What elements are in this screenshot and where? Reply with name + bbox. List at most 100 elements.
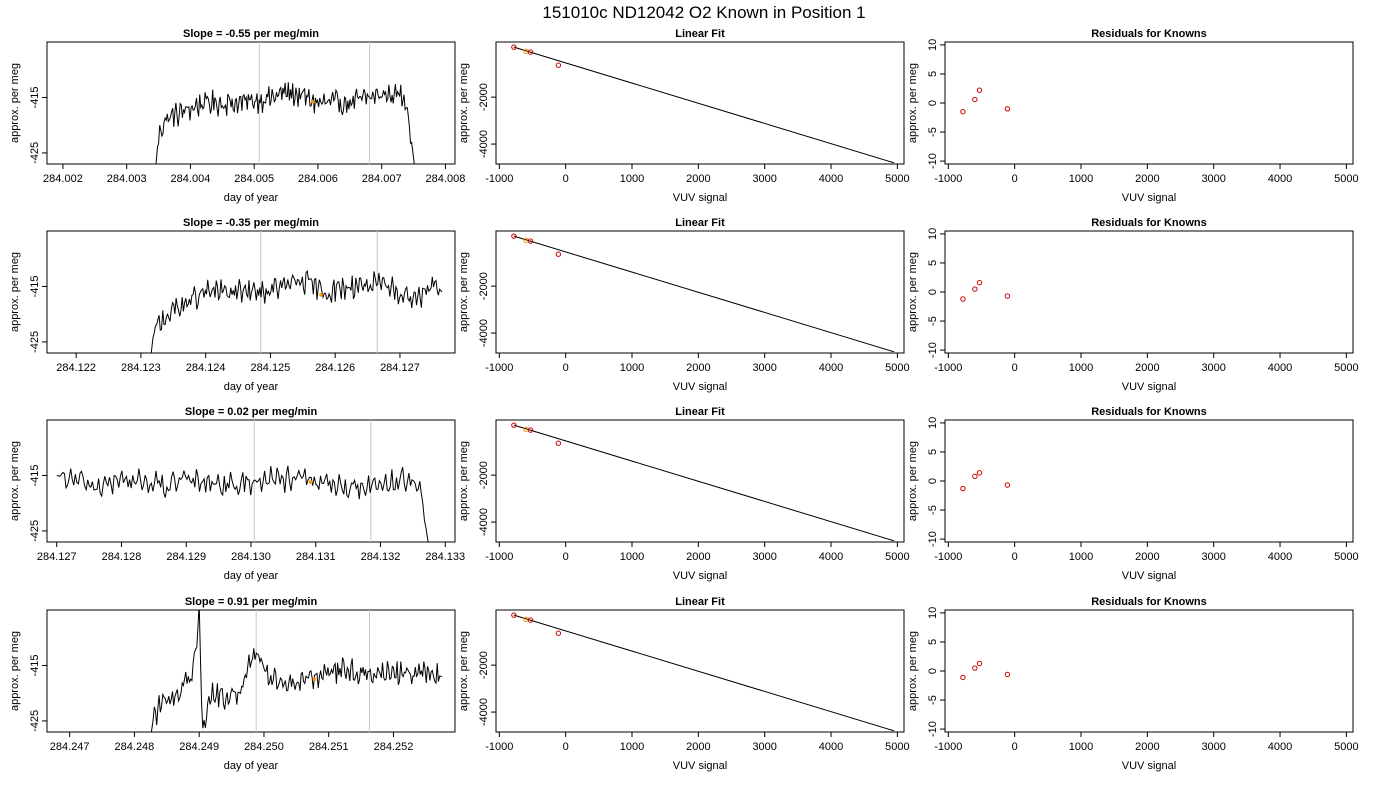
y-tick-label: -2000 xyxy=(478,651,490,679)
x-tick-label: 5000 xyxy=(885,173,909,185)
panel-grid: Slope = -0.55 per meg/min 284.002 284.003 2… xyxy=(9,28,1359,772)
plot-frame xyxy=(495,609,905,733)
known-point xyxy=(972,665,978,671)
panel-title: Linear Fit xyxy=(675,596,725,608)
y-tick-label: -425 xyxy=(29,331,41,353)
chart-panel: Linear Fit -1000 0 1000 2000 3000 4000 5000 -400… xyxy=(458,217,910,393)
x-tick-label: 5000 xyxy=(1334,551,1358,563)
x-tick-label: 5000 xyxy=(885,551,909,563)
known-point xyxy=(527,617,534,623)
x-tick-label: -1000 xyxy=(485,173,513,185)
y-axis-label: approx. per meg xyxy=(9,252,21,332)
plot-area xyxy=(960,660,1011,681)
x-tick-label: 284.130 xyxy=(231,551,271,563)
plot-frame xyxy=(46,230,456,354)
panel-title: Linear Fit xyxy=(675,217,725,229)
y-tick-label: 0 xyxy=(927,289,939,295)
x-tick-label: 284.249 xyxy=(179,741,219,753)
plot-area xyxy=(150,231,443,353)
known-point xyxy=(555,440,562,446)
x-tick-label: 3000 xyxy=(1201,551,1225,563)
x-tick-label: -1000 xyxy=(934,551,962,563)
y-axis-label: approx. per meg xyxy=(907,252,919,332)
x-tick-label: 284.122 xyxy=(56,362,96,374)
x-tick-label: 284.128 xyxy=(102,551,142,563)
x-tick-label: 284.006 xyxy=(298,173,338,185)
y-tick-label: -425 xyxy=(29,520,41,542)
y-tick-label: 10 xyxy=(927,39,939,51)
y-tick-label: 0 xyxy=(927,668,939,674)
plot-area xyxy=(150,610,443,732)
y-axis-label: approx. per meg xyxy=(458,441,470,521)
x-tick-label: 1000 xyxy=(1069,173,1093,185)
known-point xyxy=(972,96,978,103)
y-tick-label: 10 xyxy=(927,607,939,619)
x-tick-label: 0 xyxy=(1012,741,1018,753)
x-tick-label: 3000 xyxy=(752,173,776,185)
x-axis-label: VUV signal xyxy=(673,381,727,393)
x-tick-label: 4000 xyxy=(819,741,843,753)
x-tick-label: 1000 xyxy=(620,551,644,563)
fit-line xyxy=(513,614,895,732)
x-axis-label: VUV signal xyxy=(673,192,727,204)
chart-panel: Residuals for Knowns -1000 0 1000 2000 3000 40… xyxy=(907,406,1359,582)
x-tick-label: 5000 xyxy=(1334,741,1358,753)
y-tick-label: 0 xyxy=(927,478,939,484)
x-tick-label: 2000 xyxy=(1135,362,1159,374)
known-point xyxy=(1004,482,1011,488)
x-tick-label: 1000 xyxy=(620,173,644,185)
time-series-line xyxy=(56,465,429,542)
panel-title: Slope = -0.35 per meg/min xyxy=(183,217,319,229)
known-point xyxy=(527,427,534,433)
y-tick-label: 10 xyxy=(927,228,939,240)
x-axis-label: day of year xyxy=(224,760,279,772)
known-point xyxy=(976,660,983,667)
x-tick-label: 284.131 xyxy=(296,551,336,563)
y-axis-label: approx. per meg xyxy=(458,631,470,711)
y-tick-label: -5 xyxy=(927,316,939,326)
x-tick-label: 4000 xyxy=(1268,362,1292,374)
y-axis-label: approx. per meg xyxy=(907,631,919,711)
y-tick-label: -10 xyxy=(927,531,939,547)
x-tick-label: 284.129 xyxy=(166,551,206,563)
y-tick-label: -2000 xyxy=(478,83,490,111)
y-axis-label: approx. per meg xyxy=(9,631,21,711)
x-tick-label: 0 xyxy=(563,551,569,563)
chart-panel: Linear Fit -1000 0 1000 2000 3000 4000 5000 -400… xyxy=(458,28,910,204)
chart-panel: Linear Fit -1000 0 1000 2000 3000 4000 5000 -400… xyxy=(458,406,910,582)
x-tick-label: 284.004 xyxy=(171,173,211,185)
known-point xyxy=(976,87,983,93)
known-point xyxy=(511,44,517,50)
known-point xyxy=(527,238,534,244)
y-tick-label: -5 xyxy=(927,127,939,137)
y-tick-label: -4000 xyxy=(478,508,490,536)
known-point xyxy=(511,612,517,618)
y-tick-label: -10 xyxy=(927,153,939,169)
chart-panel: Linear Fit -1000 0 1000 2000 3000 4000 5000 -400… xyxy=(458,596,910,772)
plot-area xyxy=(511,44,895,164)
known-point xyxy=(960,296,966,302)
x-tick-label: 2000 xyxy=(686,173,710,185)
x-tick-label: 5000 xyxy=(1334,173,1358,185)
x-tick-label: 284.127 xyxy=(380,362,420,374)
plot-frame xyxy=(944,41,1354,165)
plot-frame xyxy=(495,230,905,354)
x-axis-label: VUV signal xyxy=(1122,381,1176,393)
y-axis-label: approx. per meg xyxy=(458,63,470,143)
x-tick-label: 1000 xyxy=(1069,741,1093,753)
panel-title: Linear Fit xyxy=(675,28,725,40)
x-tick-label: 0 xyxy=(563,362,569,374)
x-tick-label: 0 xyxy=(1012,551,1018,563)
known-point xyxy=(972,286,978,292)
x-tick-label: 0 xyxy=(1012,362,1018,374)
y-tick-label: -425 xyxy=(29,710,41,732)
x-tick-label: 0 xyxy=(563,173,569,185)
x-tick-label: -1000 xyxy=(934,362,962,374)
x-tick-label: 4000 xyxy=(1268,551,1292,563)
x-tick-label: 4000 xyxy=(819,551,843,563)
x-tick-label: 0 xyxy=(1012,173,1018,185)
x-tick-label: 5000 xyxy=(1334,362,1358,374)
x-tick-label: -1000 xyxy=(485,741,513,753)
x-tick-label: 5000 xyxy=(885,741,909,753)
